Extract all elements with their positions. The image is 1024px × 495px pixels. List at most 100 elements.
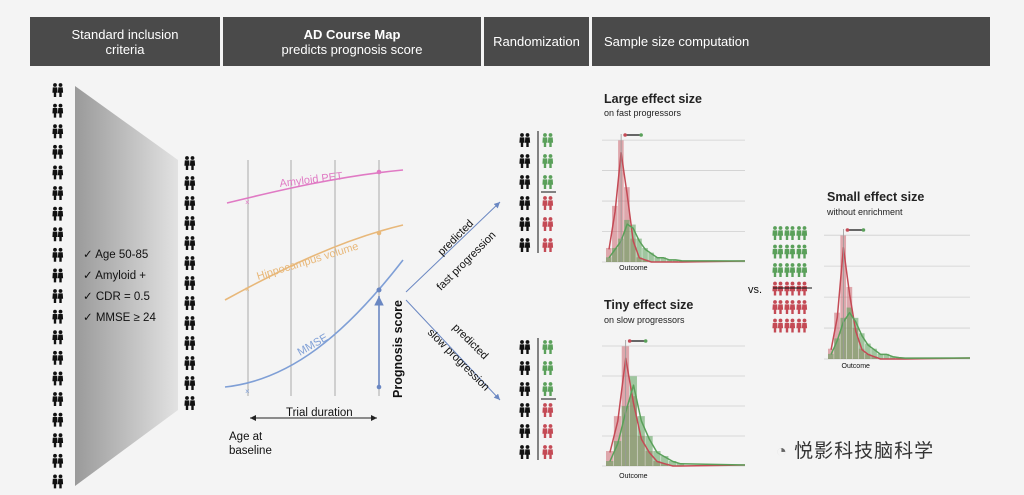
svg-text:×: × [245,387,250,396]
x-axis-label: Outcome [619,473,648,480]
age-baseline-line2: baseline [229,445,272,457]
bar-placebo [624,219,630,262]
bar-placebo [858,333,865,359]
person-pair [542,403,554,417]
person-pair [184,216,196,230]
header-randomization-label: Randomization [493,34,580,49]
person-pair [784,244,796,259]
hippocampus-curve [224,224,404,301]
person-pair [542,196,554,210]
criterion-1: ✓ Age 50-85 [83,249,149,261]
svg-text:×: × [245,285,250,294]
person-pair [519,361,531,375]
effect-size-charts: Outcome Outcome Outcome [602,133,971,480]
person-pair [52,268,64,283]
person-pair [184,176,196,190]
person-pair [796,263,808,277]
bar-placebo [852,317,859,359]
person-pair [542,340,554,354]
person-pair [796,318,808,333]
person-pair [52,371,64,386]
density-curve [609,384,746,466]
density-curve [608,151,746,263]
small-effect-subtitle: without enrichment [827,207,903,217]
person-pair [796,226,808,240]
header-inclusion-line1: Standard inclusion [71,26,179,42]
header-course-map-title: AD Course Map [303,26,401,42]
bar-placebo [642,247,648,262]
bar-placebo [613,441,622,466]
header-inclusion-line2: criteria [105,41,145,57]
bar-treated [606,451,614,466]
criterion-4: ✓ MMSE ≥ 24 [83,312,156,324]
person-pair [519,217,531,231]
person-pair [519,196,531,210]
person-pair [784,281,796,296]
fast-branch-label-2: fast progression [435,229,499,293]
watermark: ◔ 悦影科技脑科学 [776,436,934,463]
density-curve [608,223,746,262]
person-pair [772,281,784,296]
slow-branch-arrow [405,299,501,401]
effect-point-treated [623,133,627,137]
person-pair [542,424,554,438]
inclusion-funnel-shape [75,86,178,486]
criterion-4-text: MMSE ≥ 24 [95,312,156,324]
criterion-2-text: Amyloid + [95,270,147,282]
person-pair [542,382,554,396]
bar-placebo [636,238,642,262]
person-pair [784,263,796,277]
bar-placebo [654,257,660,262]
bar-placebo [648,252,654,262]
x-axis-label: Outcome [619,265,648,272]
person-pair [184,316,196,330]
person-pair [184,236,196,250]
bar-treated [834,312,840,359]
density-curve [830,311,971,359]
bar-placebo [606,461,614,466]
person-pair [184,196,196,210]
effect-point-placebo [643,339,648,343]
person-pair [542,361,554,375]
large-effect-subtitle: on fast progressors [604,108,682,118]
person-pair [52,433,64,448]
prognosis-score-label: Prognosis score [391,300,405,398]
randomized-groups [519,131,812,460]
criterion-1-text: Age 50-85 [95,249,149,261]
person-pair [52,103,64,118]
person-pair [519,340,531,354]
small-effect-title: Small effect size [827,190,925,204]
mmse-curve [224,259,404,388]
person-pair [184,256,196,270]
person-pair [52,165,64,180]
person-pair [52,392,64,406]
person-pair [784,226,796,240]
person-pair [52,206,64,221]
person-pair [52,227,64,242]
person-pair [772,263,784,277]
watermark-text: 悦影科技脑科学 [794,441,935,462]
bar-placebo [668,461,677,466]
bar-placebo [666,259,673,262]
effect-point-treated [845,228,850,232]
bar-placebo [828,353,834,359]
person-pair [52,124,64,139]
chart-small-effect-size: Outcome [824,228,971,370]
population-included [184,156,196,410]
effect-point-placebo [639,133,643,137]
bar-placebo [877,353,884,359]
person-pair [52,247,64,262]
bar-placebo [889,356,896,359]
chart-large-effect-size: Outcome [602,133,746,272]
svg-text:×: × [245,198,250,207]
bar-placebo [630,224,636,262]
bar-placebo [871,348,877,359]
bar-placebo [834,338,840,359]
person-pair [784,318,796,333]
person-pair [542,217,554,231]
person-pair [542,133,554,147]
bar-treated [612,205,618,262]
tiny-effect-title: Tiny effect size [604,298,694,312]
person-pair [184,156,196,170]
